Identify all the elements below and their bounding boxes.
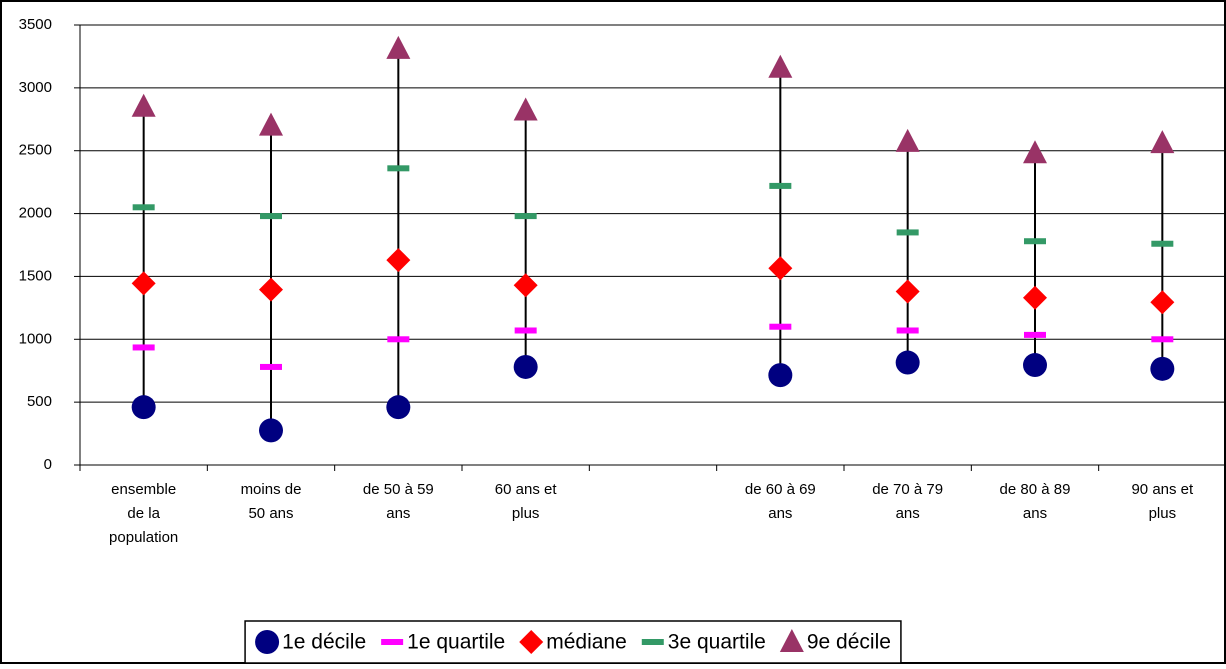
marker-dash	[387, 336, 410, 343]
marker-circle	[131, 395, 156, 420]
x-tick-label: ensemble de la population	[109, 481, 178, 546]
y-tick-label: 500	[27, 393, 52, 410]
marker-dash	[387, 165, 410, 172]
x-tick-label: 90 ans et plus	[1131, 481, 1194, 522]
marker-circle	[895, 350, 920, 375]
y-tick-label: 2500	[19, 142, 52, 159]
x-tick-label: de 50 à 59 ans	[363, 481, 434, 522]
marker-triangle	[259, 112, 283, 136]
y-tick-label: 1000	[19, 330, 52, 347]
marker-dash	[1151, 240, 1174, 247]
marker-dash	[896, 327, 919, 334]
marker-dash	[1024, 331, 1046, 338]
x-tick-label: de 80 à 89 ans	[1000, 481, 1071, 522]
marker-dash	[769, 323, 792, 330]
legend-label: 1e décile	[282, 631, 366, 654]
marker-triangle	[131, 93, 156, 117]
marker-circle	[386, 395, 411, 420]
marker-dash	[896, 229, 919, 236]
legend-label: 9e décile	[807, 631, 891, 654]
marker-dash	[769, 182, 792, 189]
x-tick-label: moins de 50 ans	[241, 481, 302, 522]
y-tick-label: 1500	[19, 267, 52, 284]
marker-dash	[1024, 238, 1046, 245]
y-tick-label: 3000	[19, 79, 52, 96]
marker-diamond	[513, 273, 538, 298]
marker-circle	[1023, 353, 1047, 378]
marker-dash	[260, 363, 282, 370]
marker-diamond	[386, 248, 411, 273]
x-tick-label: 60 ans et plus	[495, 481, 558, 522]
marker-circle	[768, 363, 793, 388]
legend-label: 1e quartile	[407, 631, 505, 654]
legend: 1e décile 1e quartile médiane 3e quartile 9e…	[244, 620, 902, 664]
x-tick-label: de 70 à 79 ans	[872, 481, 943, 522]
legend-label: 3e quartile	[668, 631, 766, 654]
legend-label: médiane	[546, 631, 627, 654]
x-tick-label: de 60 à 69 ans	[745, 481, 816, 522]
marker-diamond	[895, 279, 920, 304]
marker-circle	[259, 418, 283, 443]
marker-circle	[255, 630, 280, 654]
marker-diamond	[1150, 290, 1175, 315]
marker-diamond	[768, 256, 793, 281]
marker-triangle	[1023, 140, 1047, 164]
marker-dash	[514, 213, 537, 220]
marker-diamond	[131, 271, 156, 296]
marker-dash	[132, 204, 155, 211]
marker-dash	[1151, 336, 1174, 343]
marker-dash	[514, 327, 537, 334]
marker-triangle	[1150, 130, 1175, 154]
marker-diamond	[259, 277, 283, 302]
marker-dash	[641, 639, 664, 645]
marker-diamond	[519, 630, 544, 654]
marker-triangle	[779, 629, 804, 652]
y-tick-label: 3500	[19, 16, 52, 33]
marker-dash	[381, 639, 404, 645]
marker-dash	[260, 213, 282, 220]
marker-diamond	[1023, 285, 1047, 310]
marker-triangle	[513, 97, 538, 121]
marker-circle	[513, 354, 538, 379]
marker-dash	[132, 344, 155, 351]
marker-circle	[1150, 356, 1175, 381]
marker-triangle	[386, 35, 411, 59]
y-tick-label: 0	[44, 456, 52, 473]
marker-triangle	[768, 54, 793, 78]
marker-triangle	[895, 128, 920, 152]
y-tick-label: 2000	[19, 205, 52, 222]
